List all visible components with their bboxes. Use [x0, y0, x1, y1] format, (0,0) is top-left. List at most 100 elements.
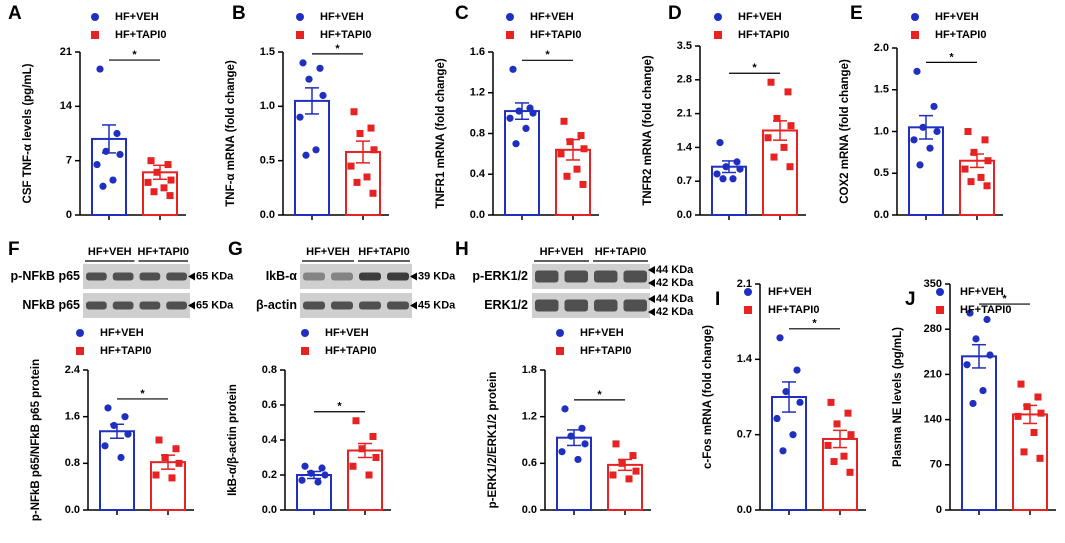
group-label: HF+VEH [540, 246, 584, 258]
blot-band [112, 301, 134, 310]
significance-label: * [597, 389, 602, 401]
y-tick-label: 0.0 [737, 504, 752, 516]
significance-label: * [1002, 293, 1007, 305]
data-point [110, 421, 118, 430]
bar [1012, 413, 1048, 512]
legend-label: HF+TAPI0 [738, 29, 789, 41]
data-point [786, 163, 794, 171]
panel-letter: E [850, 3, 863, 24]
data-point [109, 176, 117, 184]
data-point [101, 442, 109, 450]
legend-label: HF+VEH [320, 11, 364, 23]
data-point [919, 123, 927, 131]
data-point [579, 180, 587, 188]
data-point [160, 184, 168, 192]
marker-arrow [410, 272, 417, 281]
legend-label: HF+VEH [100, 327, 144, 339]
y-tick-label: 70 [930, 459, 942, 471]
data-point [102, 147, 110, 155]
data-point [824, 441, 832, 449]
y-tick-label: 0.6 [522, 457, 537, 469]
data-point [161, 454, 169, 461]
legend-marker [506, 13, 514, 21]
panel-letter: I [715, 289, 720, 310]
data-point [983, 315, 991, 324]
y-tick-label: 1.0 [260, 100, 275, 112]
data-point [773, 414, 781, 423]
data-point [986, 351, 994, 359]
data-point [349, 462, 357, 470]
significance-label: * [752, 62, 757, 74]
data-point [846, 468, 854, 476]
y-tick-label: 0.2 [262, 469, 277, 481]
data-point [369, 433, 377, 440]
data-point [121, 413, 129, 421]
legend-label: HF+TAPI0 [530, 29, 581, 41]
y-axis-label: p-ERK1/2/ERK1/2 protein [487, 372, 499, 509]
significance-label: * [545, 49, 550, 61]
data-point [99, 182, 107, 190]
legend-marker [301, 329, 309, 337]
y-tick-label: 1.2 [522, 411, 537, 423]
y-axis-label: c-Fos mRNA (fold change) [702, 325, 714, 469]
data-point [566, 138, 574, 146]
blot-band [112, 272, 134, 281]
y-tick-label: 2.4 [65, 364, 81, 376]
y-tick-label: 1.4 [737, 353, 753, 365]
panel-letter: B [232, 3, 246, 24]
y-axis-label: CSF TNF-α levels (pg/mL) [22, 63, 34, 203]
blot-band [623, 270, 647, 283]
data-point [847, 431, 855, 439]
data-point [512, 140, 520, 148]
data-point [618, 459, 626, 467]
data-point [1017, 380, 1025, 388]
data-point [779, 447, 787, 455]
data-point [840, 452, 848, 460]
data-point [557, 150, 565, 158]
y-tick-label: 0.8 [65, 457, 80, 469]
bar [504, 110, 540, 216]
data-point [560, 117, 568, 125]
data-point [913, 67, 921, 75]
data-point [713, 170, 721, 178]
blot-band [594, 270, 618, 283]
error-bar [972, 343, 986, 369]
data-point [509, 65, 517, 73]
legend-marker [936, 288, 944, 296]
data-point [629, 452, 637, 460]
legend-marker [936, 306, 944, 314]
data-point [979, 386, 987, 395]
legend-label: HF+VEH [768, 286, 812, 298]
blot-band [359, 301, 381, 310]
data-point [301, 462, 309, 470]
data-point [1030, 429, 1038, 437]
data-point [930, 102, 938, 111]
significance-label: * [337, 401, 342, 413]
y-tick-label: 1.5 [874, 84, 889, 96]
significance-label: * [812, 318, 817, 330]
data-point [719, 175, 727, 183]
row-label: p-NFkB p65 [11, 269, 81, 283]
data-point [316, 64, 324, 72]
data-point [780, 143, 788, 151]
size-marker: 39 KDa [418, 270, 456, 282]
legend-marker [301, 347, 309, 355]
data-point [573, 165, 581, 173]
blot-band [139, 272, 161, 281]
data-point [370, 146, 378, 154]
legend-label: HF+VEH [115, 11, 159, 23]
data-point [916, 161, 924, 169]
row-label: IkB-α [266, 269, 298, 283]
data-point [963, 361, 971, 369]
data-point [353, 178, 361, 186]
y-tick-label: 1.5 [260, 46, 275, 58]
data-point [733, 158, 741, 166]
data-point [773, 114, 781, 122]
y-tick-label: 2.8 [677, 74, 692, 86]
legend-marker [911, 13, 919, 21]
data-point [977, 173, 985, 181]
marker-arrow [410, 301, 417, 310]
data-point [827, 398, 835, 406]
data-point [736, 165, 744, 173]
